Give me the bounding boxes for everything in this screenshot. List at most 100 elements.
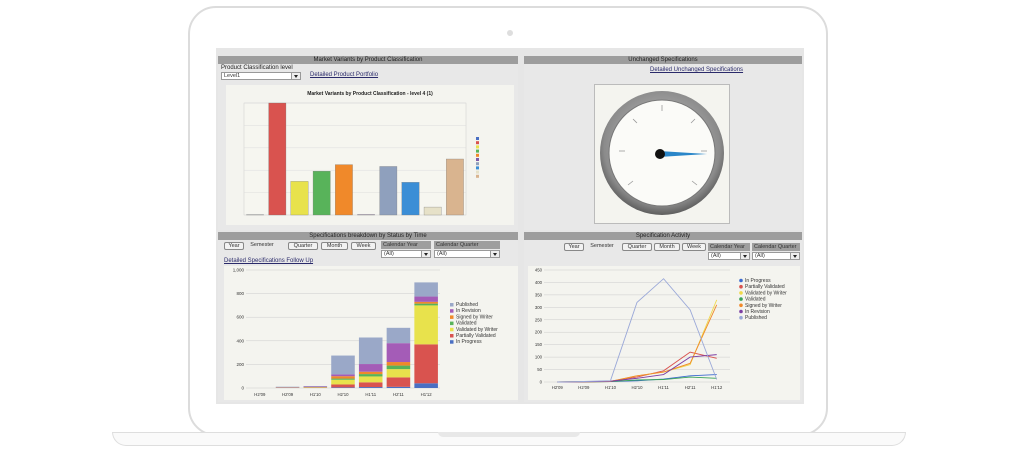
breakdown-chart: 0 200 400 600 800 1,000 H2'09 H2'09 H1'10 H2'10 H1…: [224, 266, 518, 400]
year-button[interactable]: Year: [224, 242, 244, 250]
breakdown-y-tick: 0: [241, 386, 244, 391]
chevron-down-icon[interactable]: [291, 73, 300, 79]
dashboard-screen: Market Variants by Product Classificatio…: [216, 48, 804, 404]
quarter-button[interactable]: Quarter: [288, 242, 318, 250]
classification-level-value: Level1: [224, 73, 241, 79]
activity-y-tick: 450: [535, 268, 543, 273]
breakdown-chart-svg: 0 200 400 600 800 1,000 H2'09 H2'09 H1'10 H2'10 H1…: [233, 268, 498, 398]
breakdown-bar-segment: [358, 382, 383, 388]
activity-year-button[interactable]: Year: [564, 243, 584, 251]
activity-calendar-quarter-select[interactable]: (All): [752, 252, 800, 260]
breakdown-bar-segment: [358, 337, 383, 365]
breakdown-bar-segment: [386, 343, 411, 363]
market-legend-swatch: [476, 162, 479, 166]
breakdown-bar-segment: [414, 301, 438, 304]
unchanged-panel-title: Unchanged Specifications: [524, 56, 802, 64]
breakdown-bar-segment: [331, 374, 355, 377]
breakdown-x-tick: H2'11: [393, 392, 404, 397]
breakdown-y-tick: 400: [236, 338, 244, 343]
activity-legend-label: Partially Validated: [745, 284, 785, 290]
detailed-product-portfolio-link[interactable]: Detailed Product Portfolio: [310, 72, 379, 78]
activity-chart: 0 50 100 150 200 250 300 350 400 450 H2'09 H2'09 H1'…: [528, 266, 800, 400]
breakdown-legend-label: Signed by Writer: [456, 314, 493, 320]
breakdown-panel-title: Specifications breakdown by Status by Ti…: [218, 232, 518, 240]
breakdown-bar-segment: [414, 303, 438, 306]
activity-x-tick: H1'12: [711, 385, 723, 390]
gauge-ticks: [619, 105, 707, 186]
calendar-quarter-label: Calendar Quarter: [434, 241, 500, 249]
breakdown-bar-segment: [414, 305, 438, 345]
chevron-down-icon[interactable]: [421, 251, 430, 257]
activity-calendar-year-label: Calendar Year: [708, 243, 750, 251]
month-button[interactable]: Month: [321, 242, 348, 250]
activity-y-tick: 150: [535, 342, 543, 347]
activity-y-tick: 300: [535, 305, 543, 310]
activity-x-tick: H2'10: [631, 385, 643, 390]
chevron-down-icon[interactable]: [740, 253, 749, 259]
activity-legend-dot: [739, 303, 743, 308]
breakdown-bar-segment: [386, 365, 411, 370]
breakdown-y-tick: 1,000: [233, 268, 245, 273]
week-button[interactable]: Week: [351, 242, 376, 250]
calendar-year-value: (All): [384, 251, 394, 257]
activity-week-button[interactable]: Week: [682, 243, 706, 251]
calendar-quarter-select[interactable]: (All): [434, 250, 500, 258]
activity-y-tick: 400: [535, 280, 543, 285]
breakdown-x-tick: H2'09: [282, 392, 294, 397]
breakdown-bar-segment: [386, 369, 411, 378]
activity-x-tick: H1'11: [658, 385, 669, 390]
breakdown-bar-segment: [386, 386, 411, 388]
detailed-specs-follow-up-link[interactable]: Detailed Specifications Follow Up: [224, 258, 314, 264]
breakdown-bar-segment: [386, 377, 411, 387]
market-chart-svg: Market Variants by Product Classificatio…: [243, 91, 479, 216]
activity-quarter-button[interactable]: Quarter: [622, 243, 652, 251]
chevron-down-icon[interactable]: [490, 251, 499, 257]
market-bar: [379, 166, 398, 216]
specs-breakdown-panel: Specifications breakdown by Status by Ti…: [218, 232, 518, 402]
breakdown-bar-segment: [386, 362, 411, 366]
breakdown-bar-segment: [331, 376, 355, 379]
chevron-down-icon[interactable]: [790, 253, 799, 259]
activity-calendar-year-select[interactable]: (All): [708, 252, 750, 260]
market-legend-swatch: [476, 174, 479, 178]
market-legend-swatch: [476, 137, 479, 140]
market-legend-swatch: [476, 153, 479, 157]
breakdown-bar-segment: [331, 379, 355, 385]
breakdown-x-tick: H2'09: [254, 392, 266, 397]
market-bar: [446, 158, 464, 216]
activity-legend-label: Signed by Writer: [745, 303, 782, 309]
calendar-quarter-value: (All): [437, 251, 447, 257]
breakdown-x-tick: H2'10: [337, 392, 349, 397]
breakdown-y-tick: 200: [236, 362, 244, 367]
activity-semester-button[interactable]: Semester: [590, 243, 614, 249]
market-bar: [423, 206, 442, 216]
activity-legend-dot: [739, 284, 743, 289]
detailed-unchanged-specs-link[interactable]: Detailed Unchanged Specifications: [650, 67, 744, 73]
market-variants-panel: Market Variants by Product Classificatio…: [218, 56, 518, 230]
activity-month-button[interactable]: Month: [654, 243, 680, 251]
classification-level-select[interactable]: Level1: [221, 72, 301, 80]
activity-calendar-quarter-label: Calendar Quarter: [752, 243, 800, 251]
market-bar: [401, 182, 420, 216]
activity-legend-label: In Revision: [745, 309, 770, 315]
breakdown-bar-segment: [358, 364, 383, 372]
breakdown-legend-swatch: [450, 340, 454, 344]
breakdown-legend-label: Validated by Writer: [456, 327, 498, 333]
activity-x-tick: H2'09: [552, 385, 564, 390]
breakdown-legend-swatch: [450, 309, 454, 313]
semester-button[interactable]: Semester: [250, 242, 274, 248]
calendar-year-select[interactable]: (All): [381, 250, 431, 258]
market-bar: [335, 164, 353, 216]
market-panel-title: Market Variants by Product Classificatio…: [218, 56, 518, 64]
market-chart: Market Variants by Product Classificatio…: [226, 85, 514, 225]
breakdown-legend-label: Validated: [456, 321, 477, 327]
activity-calendar-quarter-value: (All): [755, 253, 765, 259]
activity-legend-label: Validated by Writer: [745, 290, 787, 296]
breakdown-legend-label: Published: [456, 302, 478, 308]
activity-legend-dot: [739, 278, 743, 283]
breakdown-bar-segment: [358, 374, 383, 377]
activity-legend-dot: [739, 315, 743, 320]
activity-x-tick: H1'10: [605, 385, 617, 390]
calendar-year-label: Calendar Year: [381, 241, 431, 249]
breakdown-bar-segment: [331, 378, 355, 380]
